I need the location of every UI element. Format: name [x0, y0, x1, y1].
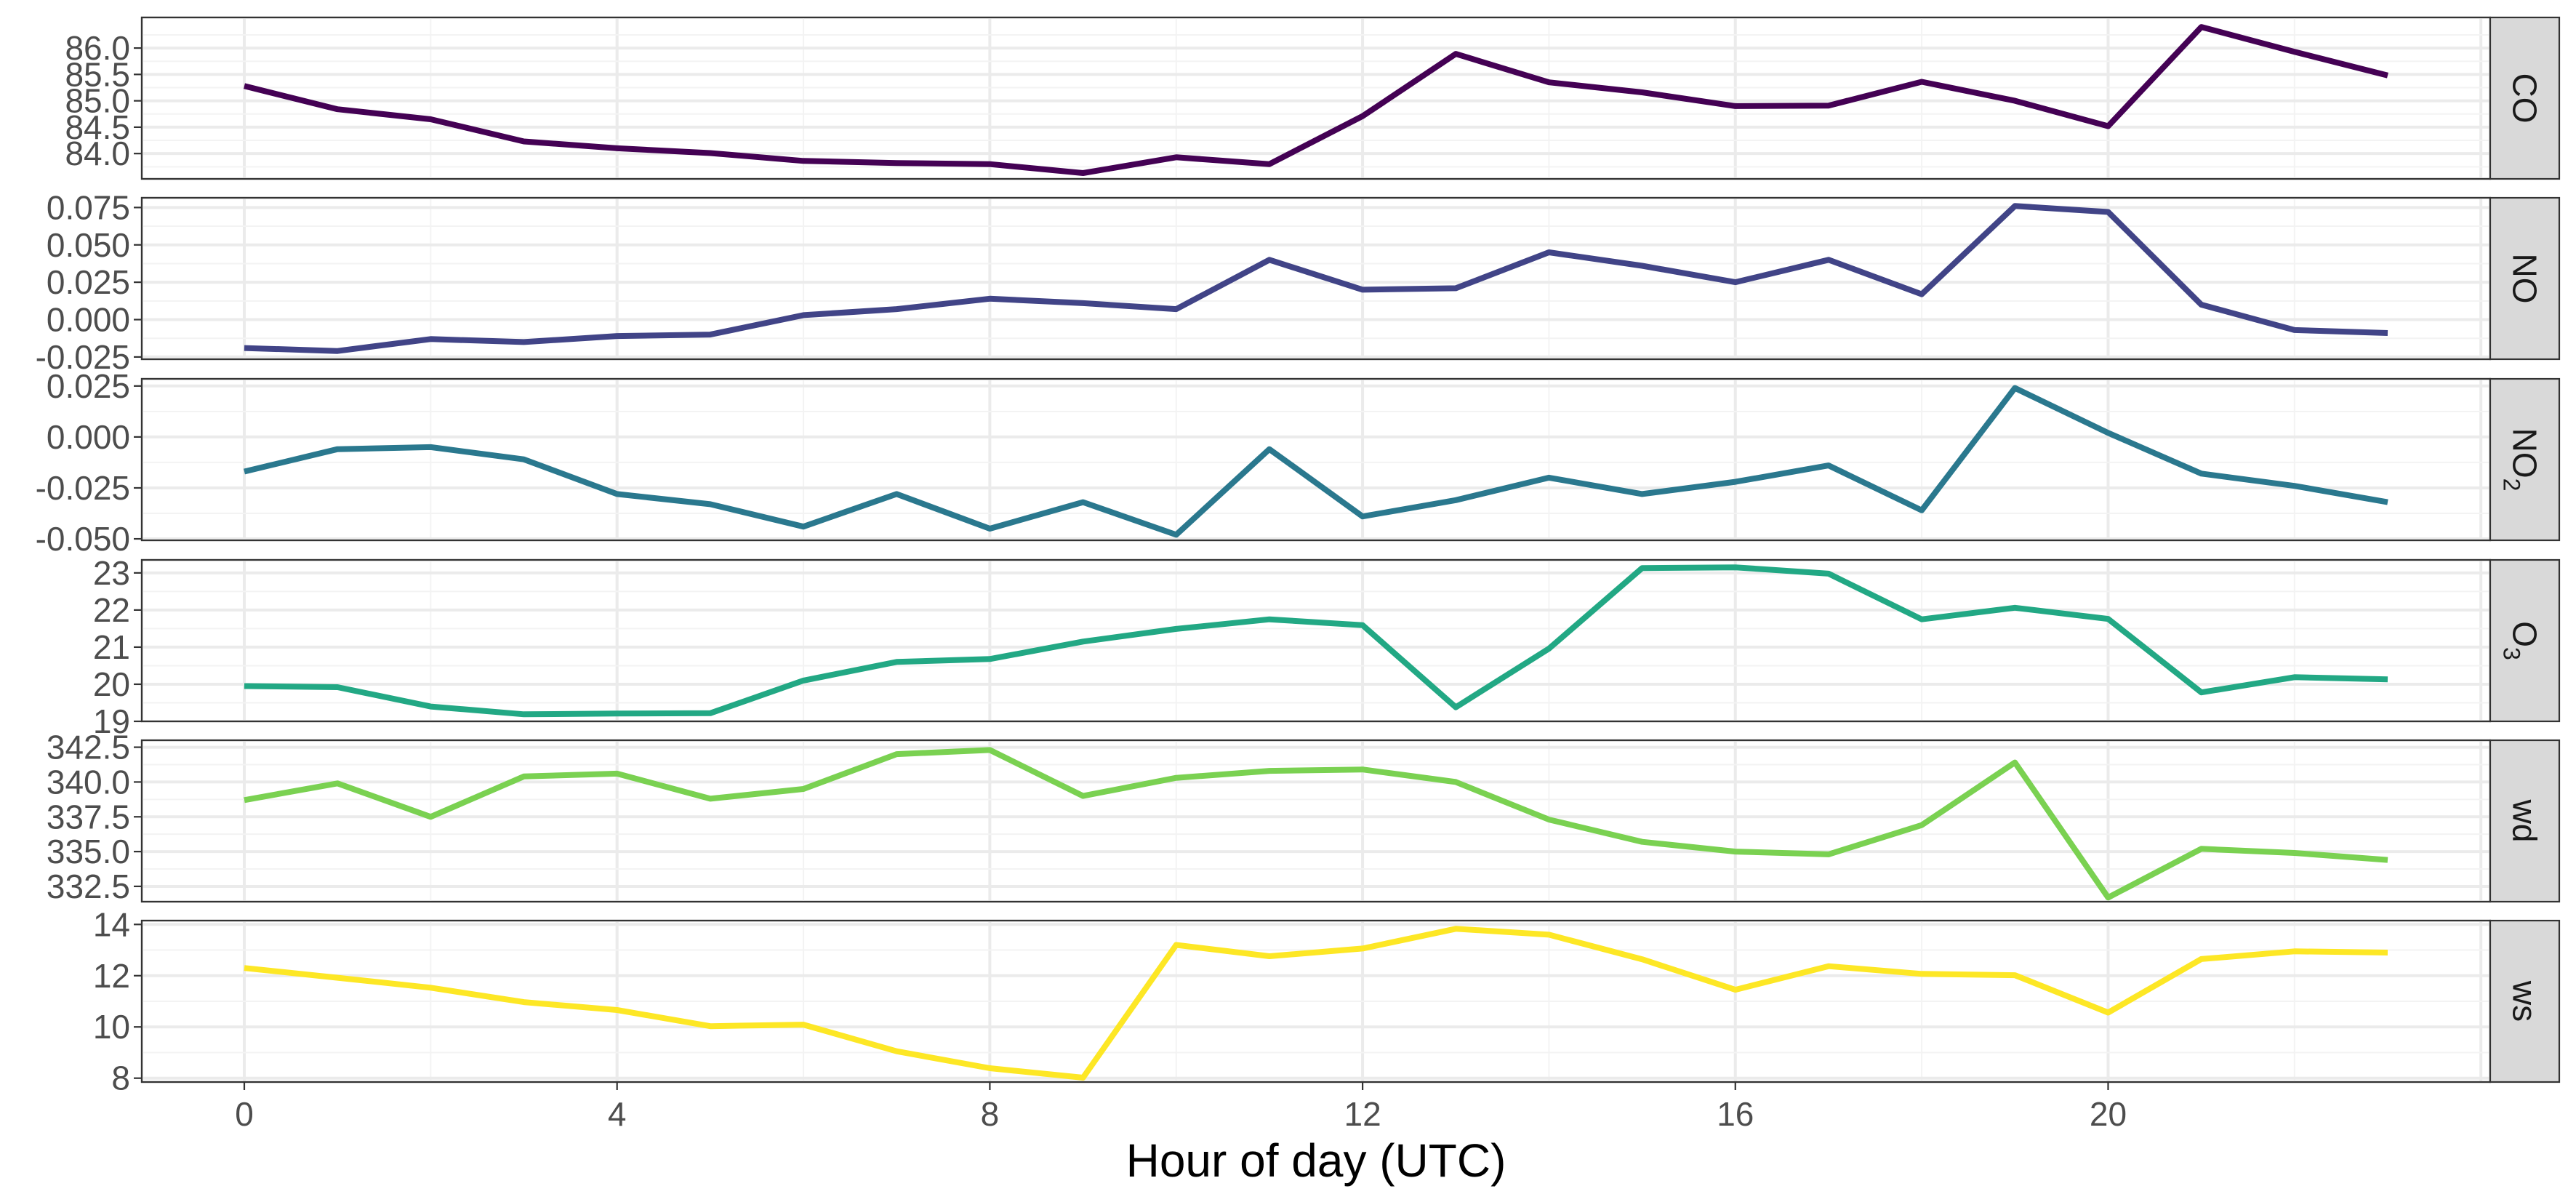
- panel-no-y-tick-label: -0.025: [36, 338, 130, 376]
- panel-no2-strip: [2489, 377, 2561, 542]
- panel-o3-y-tick-label: 23: [93, 554, 130, 592]
- panel-no2-strip-label: NO2: [2499, 428, 2544, 492]
- panel-o3-background: [140, 558, 2492, 723]
- panel-no2-series-line: [244, 385, 2388, 538]
- panel-wd-strip: [2489, 739, 2561, 903]
- panel-ws-strip-label: ws: [2506, 980, 2544, 1022]
- panel-no2-y-tick-label: -0.025: [36, 469, 130, 507]
- x-axis-title: Hour of day (UTC): [1126, 1134, 1506, 1187]
- x-tick-label: 16: [1717, 1095, 1754, 1133]
- panel-ws-y-tick-label: 14: [93, 905, 130, 943]
- panel-no2-y-tick-label: 0.025: [47, 367, 130, 405]
- x-tick-label: 20: [2090, 1095, 2127, 1133]
- panel-no-strip-label: NO: [2506, 254, 2544, 304]
- panel-ws-y-tick-label: 10: [93, 1008, 130, 1046]
- panel-co-strip: [2489, 16, 2561, 180]
- panel-o3-y-tick-label: 22: [93, 591, 130, 629]
- x-tick-label: 4: [608, 1095, 627, 1133]
- panel-co-strip-label: CO: [2506, 73, 2544, 124]
- panel-no2-background: [140, 377, 2492, 542]
- x-tick-label: 0: [235, 1095, 254, 1133]
- panel-wd-y-tick-label: 332.5: [47, 868, 130, 905]
- panel-co-y-tick-label: 84.0: [65, 135, 130, 172]
- panel-wd-y-tick-label: 340.0: [47, 763, 130, 801]
- panel-wd-y-tick-label: 335.0: [47, 833, 130, 870]
- panel-co-y-tick-label: 84.5: [65, 108, 130, 146]
- panel-no2-y-tick-label: -0.050: [36, 520, 130, 558]
- panel-co-series-line: [244, 24, 2388, 176]
- panel-ws-y-tick-label: 8: [111, 1059, 130, 1097]
- panel-ws-strip: [2489, 919, 2561, 1083]
- panel-wd-y-tick-label: 337.5: [47, 798, 130, 836]
- panel-co-y-tick-label: 85.0: [65, 82, 130, 120]
- panel-no2-y-tick-label: 0.000: [47, 418, 130, 456]
- panel-o3-strip-subscript: 3: [2499, 647, 2525, 660]
- panel-o3-strip: [2489, 558, 2561, 723]
- x-tick-label: 12: [1344, 1095, 1381, 1133]
- panel-no-y-tick-label: 0.025: [47, 263, 130, 301]
- panel-no2-strip-subscript: 2: [2499, 478, 2525, 492]
- panel-no-strip: [2489, 196, 2561, 361]
- panel-wd-strip-label: wd: [2506, 799, 2544, 843]
- panel-co-y-tick-label: 85.5: [65, 55, 130, 93]
- panel-o3-series-line: [244, 564, 2388, 718]
- panel-o3-y-tick-label: 19: [93, 702, 130, 740]
- panel-co-y-tick-label: 86.0: [65, 29, 130, 67]
- panel-co-background: [140, 16, 2492, 180]
- panel-no-y-tick-label: 0.050: [47, 226, 130, 264]
- panel-ws-series-line: [244, 926, 2388, 1081]
- panel-wd-y-tick-label: 342.5: [47, 729, 130, 766]
- panel-wd-series-line: [244, 747, 2388, 901]
- panel-o3-y-tick-label: 20: [93, 665, 130, 703]
- panel-no-background: [140, 196, 2492, 361]
- panel-ws-y-tick-label: 12: [93, 957, 130, 995]
- panel-no-y-tick-label: 0.075: [47, 188, 130, 226]
- x-tick-label: 8: [981, 1095, 1000, 1133]
- panel-wd-background: [140, 739, 2492, 903]
- panel-no-y-tick-label: 0.000: [47, 301, 130, 339]
- panel-o3-y-tick-label: 21: [93, 628, 130, 666]
- panel-no-series-line: [244, 203, 2388, 354]
